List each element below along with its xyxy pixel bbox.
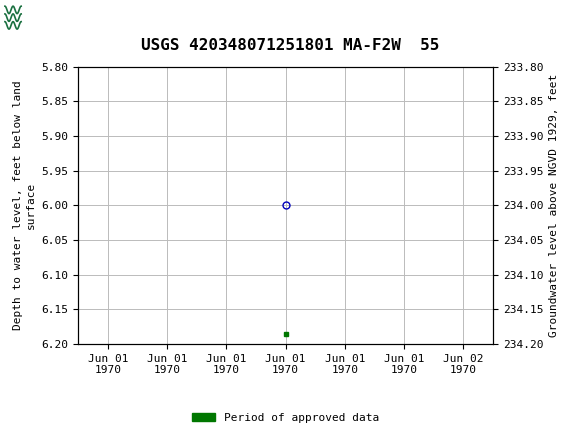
Y-axis label: Depth to water level, feet below land
surface: Depth to water level, feet below land su…: [13, 80, 36, 330]
Y-axis label: Groundwater level above NGVD 1929, feet: Groundwater level above NGVD 1929, feet: [549, 74, 559, 337]
Legend: Period of approved data: Period of approved data: [188, 408, 383, 427]
Text: USGS: USGS: [78, 9, 133, 27]
Text: USGS 420348071251801 MA-F2W  55: USGS 420348071251801 MA-F2W 55: [141, 38, 439, 52]
